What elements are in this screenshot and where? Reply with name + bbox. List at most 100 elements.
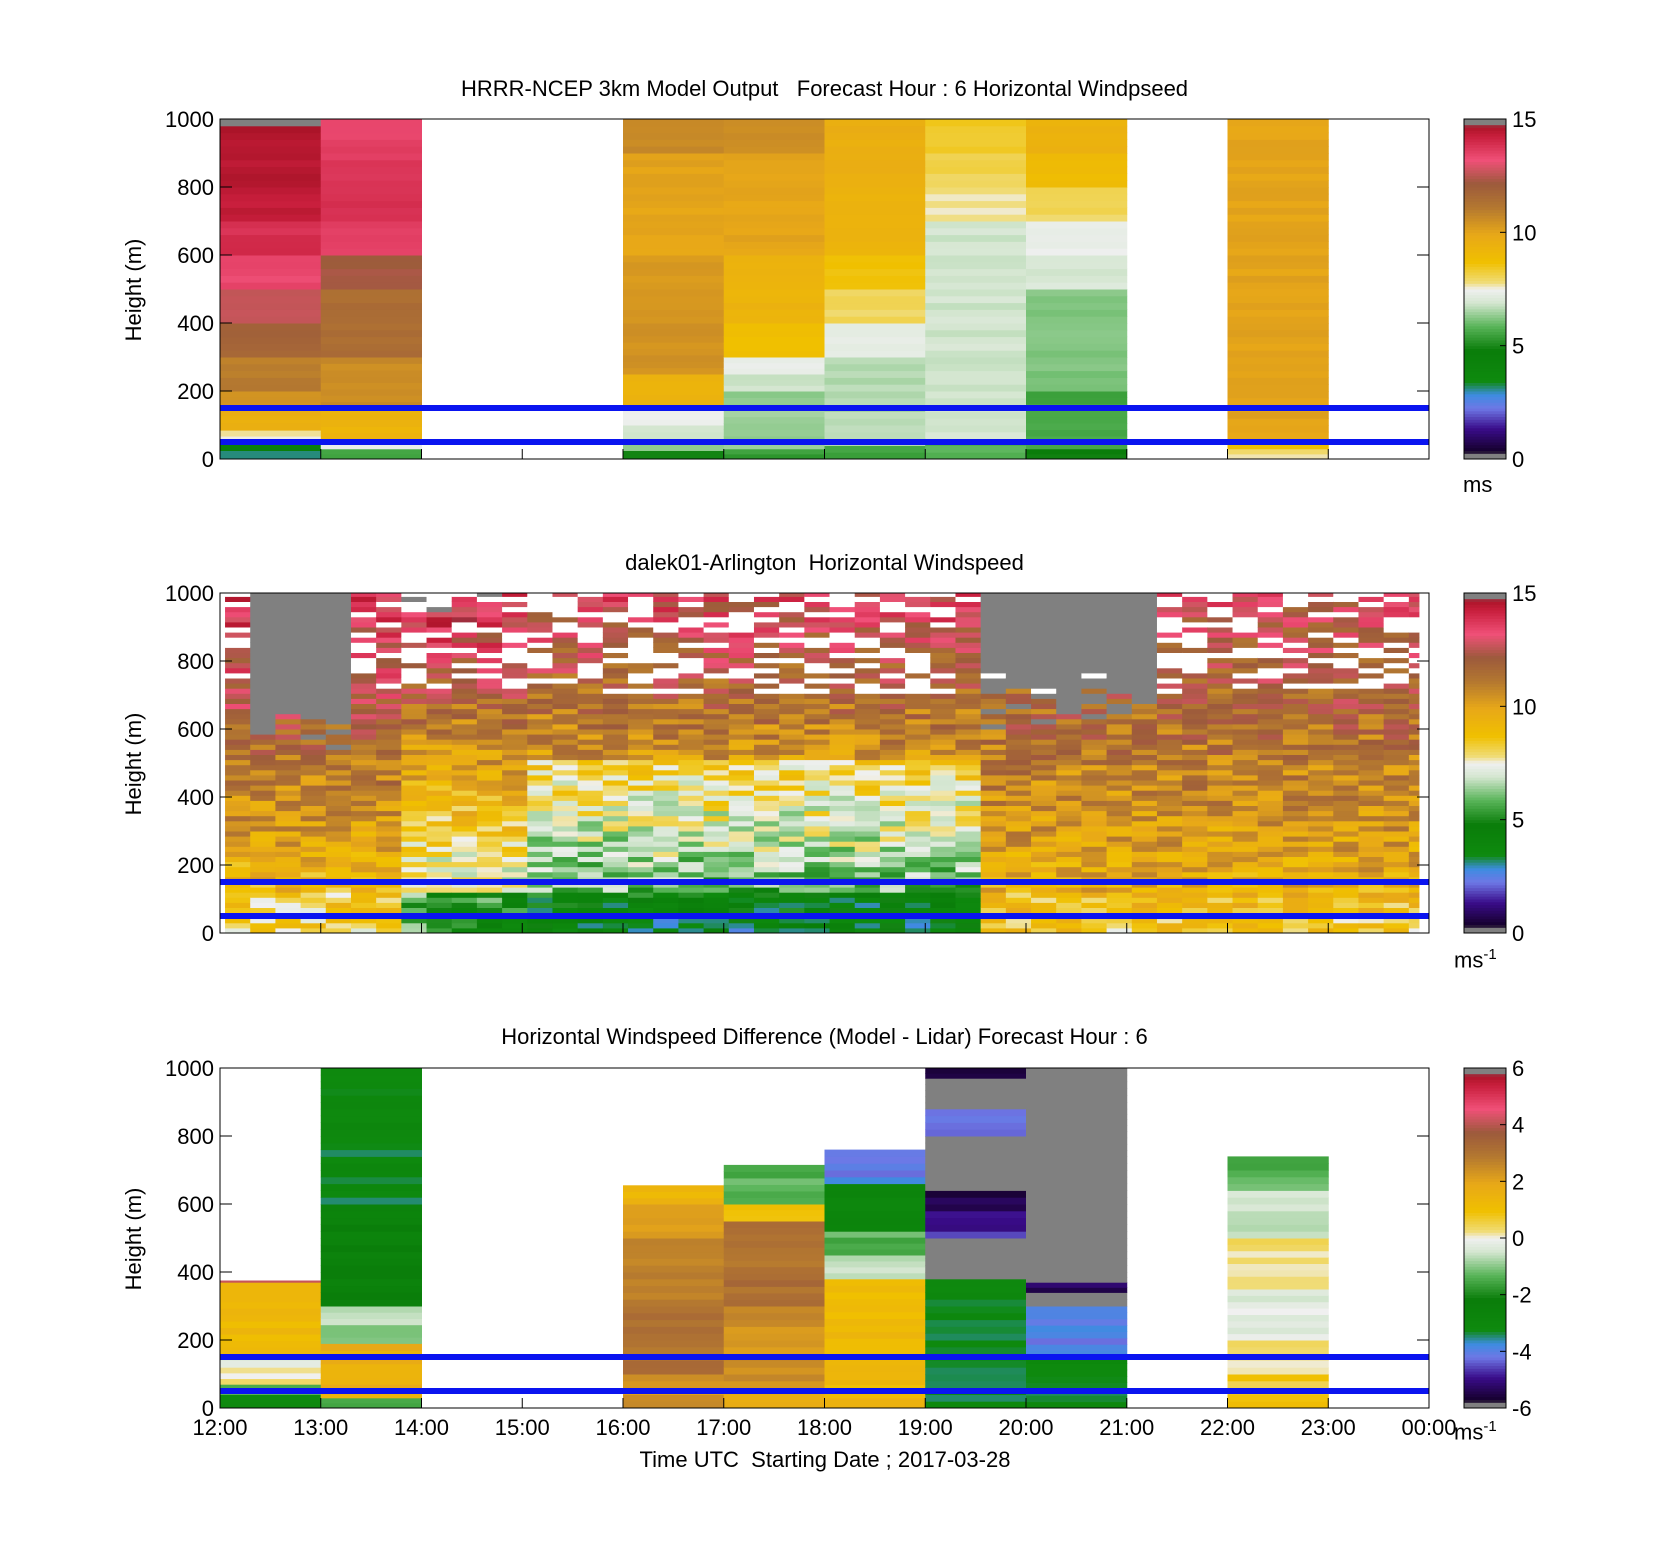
heatmap-cell (602, 927, 629, 934)
heatmap-cell (577, 718, 604, 725)
heatmap-cell (350, 790, 377, 796)
heatmap-cell (678, 606, 705, 613)
heatmap-cell (300, 667, 327, 674)
heatmap-cell (1106, 897, 1133, 903)
colorbar-band (1464, 694, 1506, 699)
heatmap-cell (653, 647, 679, 653)
heatmap-cell (678, 698, 705, 704)
heatmap-cell (476, 713, 503, 720)
heatmap-cell (1232, 774, 1259, 781)
heatmap-cell (1257, 851, 1284, 857)
heatmap-cell (350, 667, 377, 674)
heatmap-cell (320, 1292, 422, 1300)
heatmap-cell (401, 774, 428, 781)
heatmap-cell (1282, 917, 1309, 924)
colorbar-band (1464, 657, 1506, 662)
heatmap-cell (1308, 593, 1334, 597)
heatmap-cell (1106, 723, 1133, 730)
heatmap-cell (1358, 678, 1385, 684)
heatmap-cell (451, 780, 478, 786)
heatmap-cell (930, 917, 956, 924)
heatmap-cell (426, 866, 453, 873)
heatmap-cell (829, 769, 856, 776)
heatmap-cell (1026, 139, 1128, 147)
heatmap-cell (476, 593, 503, 597)
colorbar-band (1464, 805, 1506, 809)
heatmap-cell (1182, 708, 1208, 715)
heatmap-cell (502, 790, 528, 796)
heatmap-cell (678, 688, 705, 694)
colorbar-band (1464, 1365, 1506, 1369)
heatmap-cell (829, 810, 856, 817)
heatmap-cell (577, 851, 604, 857)
colorbar-band (1464, 717, 1506, 721)
heatmap-cell (320, 414, 422, 421)
heatmap-cell (320, 139, 422, 147)
heatmap-cell (1227, 1183, 1329, 1191)
colorbar-band (1464, 643, 1506, 648)
heatmap-cell (980, 759, 1007, 766)
heatmap-cell (623, 1258, 725, 1266)
heatmap-cell (678, 856, 705, 863)
heatmap-cell (1333, 611, 1359, 618)
heatmap-cell (451, 769, 478, 776)
heatmap-cell (225, 657, 251, 664)
colorbar-band (1464, 731, 1506, 736)
colorbar-band (1464, 447, 1506, 451)
heatmap-cell (854, 754, 881, 761)
heatmap-cell (1026, 261, 1128, 270)
heatmap-cell (703, 642, 730, 648)
heatmap-cell (1207, 892, 1234, 898)
heatmap-cell (1106, 713, 1133, 720)
colorbar-tick-label: 0 (1512, 1226, 1524, 1251)
heatmap-cell (930, 831, 956, 837)
heatmap-cell (628, 861, 654, 868)
heatmap-cell (1333, 759, 1359, 766)
heatmap-cell (703, 902, 730, 908)
heatmap-cell (1156, 927, 1183, 934)
heatmap-cell (628, 693, 654, 699)
heatmap-cell (1232, 718, 1259, 725)
heatmap-cell (350, 593, 377, 597)
heatmap-cell (854, 856, 881, 863)
heatmap-cell (829, 780, 856, 786)
heatmap-cell (1333, 642, 1359, 648)
heatmap-cell (275, 927, 302, 934)
heatmap-cell (1308, 831, 1334, 837)
heatmap-cell (476, 790, 503, 796)
heatmap-cell (476, 667, 503, 674)
heatmap-cell (1207, 887, 1234, 893)
heatmap-cell (1207, 729, 1234, 735)
heatmap-cell (628, 825, 654, 832)
heatmap-cell (1333, 851, 1359, 857)
heatmap-cell (1106, 780, 1133, 786)
colorbar-band (1464, 333, 1506, 338)
heatmap-cell (275, 744, 302, 750)
heatmap-cell (1005, 815, 1032, 822)
heatmap-cell (1383, 652, 1410, 659)
heatmap-cell (1106, 678, 1133, 684)
heatmap-cell (824, 1224, 926, 1232)
heatmap-cell (1182, 667, 1208, 674)
heatmap-cell (879, 744, 906, 750)
heatmap-cell (225, 825, 251, 832)
heatmap-cell (552, 667, 579, 674)
heatmap-cell (220, 146, 322, 154)
heatmap-cell (325, 693, 352, 699)
heatmap-cell (577, 739, 604, 745)
heatmap-cell (1182, 662, 1208, 669)
heatmap-cell (602, 831, 629, 837)
heatmap-cell (376, 693, 402, 699)
heatmap-cell (376, 698, 402, 704)
heatmap-cell (527, 688, 553, 694)
heatmap-cell (1131, 611, 1158, 618)
heatmap-cell (728, 616, 755, 623)
heatmap-cell (552, 800, 579, 806)
heatmap-cell (1031, 754, 1057, 761)
heatmap-cell (502, 744, 528, 750)
heatmap-cell (1031, 672, 1057, 679)
heatmap-cell (1031, 795, 1057, 801)
heatmap-cell (1308, 739, 1334, 745)
heatmap-cell (1227, 119, 1329, 127)
